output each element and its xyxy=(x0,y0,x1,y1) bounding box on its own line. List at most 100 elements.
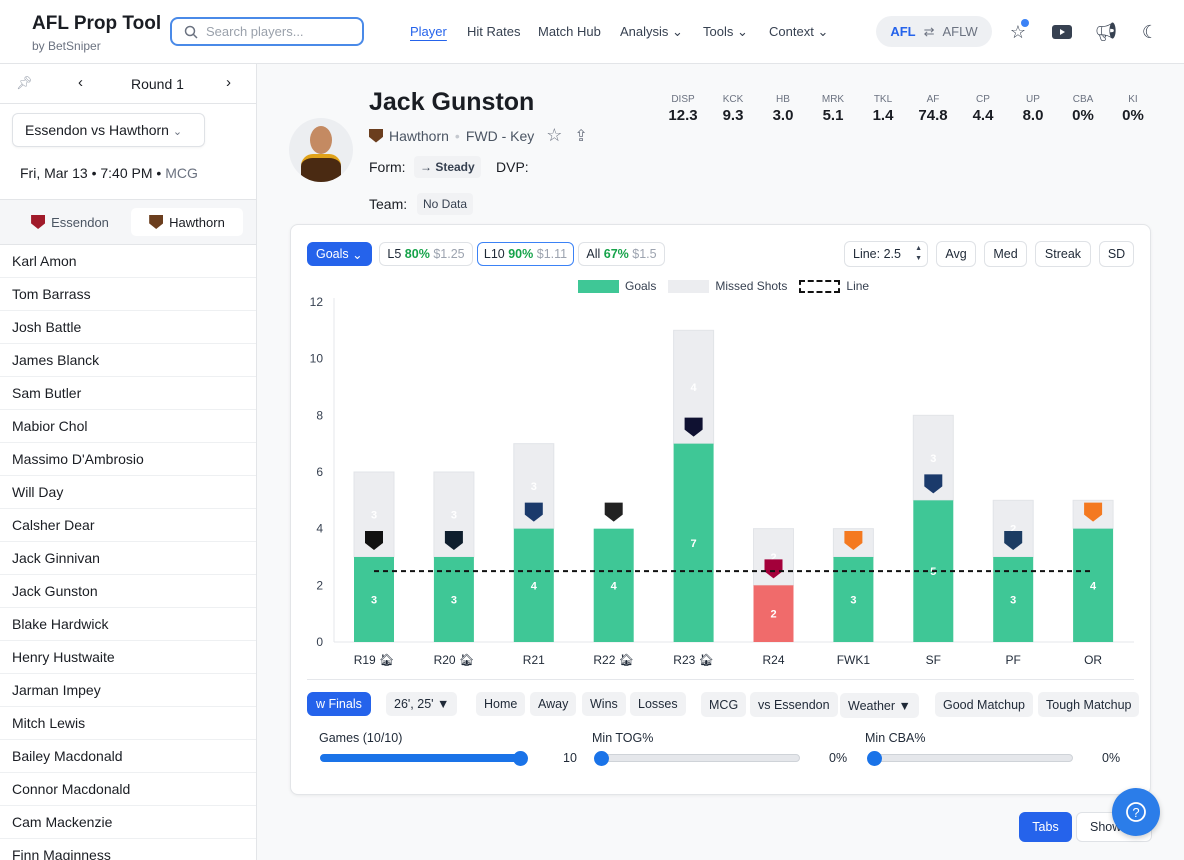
player-list-item[interactable]: Karl Amon xyxy=(0,245,256,278)
help-button[interactable]: ? xyxy=(1112,788,1160,836)
filter-losses[interactable]: Losses xyxy=(630,692,686,716)
match-date: Fri, Mar 13 • 7:40 PM • xyxy=(20,165,162,181)
goals-bar[interactable] xyxy=(513,528,554,642)
player-list-item[interactable]: James Blanck xyxy=(0,344,256,377)
cba-slider-thumb[interactable] xyxy=(867,751,882,766)
tab-essendon[interactable]: Essendon xyxy=(14,208,126,236)
svg-text:?: ? xyxy=(1132,805,1139,820)
missed-shots-label: 2 xyxy=(1010,524,1016,536)
streak-button[interactable]: Streak xyxy=(1035,241,1091,267)
line-stepper[interactable]: Line: 2.5 ▲ ▼ xyxy=(844,241,928,267)
cba-slider[interactable] xyxy=(867,751,1073,766)
hit-rate-l5[interactable]: L5 80% $1.25 xyxy=(379,242,473,266)
player-list-item[interactable]: Bailey Macdonald xyxy=(0,740,256,773)
median-button[interactable]: Med xyxy=(984,241,1027,267)
megaphone-icon[interactable]: 📢︎ xyxy=(1094,21,1118,42)
goals-label: 4 xyxy=(1090,580,1097,592)
player-list-item[interactable]: Jack Ginnivan xyxy=(0,542,256,575)
prev-round-button[interactable]: ‹ xyxy=(78,74,83,91)
player-team: Hawthorn xyxy=(389,127,449,144)
goals-bar[interactable] xyxy=(753,585,794,642)
player-list-item[interactable]: Connor Macdonald xyxy=(0,773,256,806)
tab-hawthorn[interactable]: Hawthorn xyxy=(131,208,243,236)
league-toggle[interactable]: AFL ⇄ AFLW xyxy=(876,16,992,47)
filter-tough-matchup[interactable]: Tough Matchup xyxy=(1038,692,1140,717)
with-finals-toggle[interactable]: w Finals xyxy=(307,692,371,716)
player-list-item[interactable]: Josh Battle xyxy=(0,311,256,344)
player-list-item[interactable]: Calsher Dear xyxy=(0,509,256,542)
avg-button[interactable]: Avg xyxy=(936,241,976,267)
match-select[interactable]: Essendon vs Hawthorn ⌄ xyxy=(12,113,205,147)
weather-select[interactable]: Weather ▼ xyxy=(840,693,919,718)
games-slider-thumb[interactable] xyxy=(513,751,528,766)
goals-bar-chart: 0 2 4 6 8 10 12 3 3 R19 🏠︎ 3 3 R20 🏠︎ 3 4 R21 4 R22 🏠︎ 4 7 R… xyxy=(310,295,1134,667)
player-list-item[interactable]: Jarman Impey xyxy=(0,674,256,707)
player-list-item[interactable]: Blake Hardwick xyxy=(0,608,256,641)
search-icon xyxy=(184,25,198,39)
essendon-logo-icon xyxy=(31,215,46,229)
player-list-item[interactable]: Cam Mackenzie xyxy=(0,806,256,839)
player-avatar xyxy=(289,118,353,182)
y-tick-label: 8 xyxy=(316,408,323,422)
stat-cp: CP 4.4 xyxy=(961,94,1005,124)
next-round-button[interactable]: › xyxy=(226,74,231,91)
chevron-down-icon: ⌄ xyxy=(736,24,748,39)
seasons-select[interactable]: 26', 25' ▼ xyxy=(386,692,458,716)
filter-home[interactable]: Home xyxy=(476,692,526,716)
nav-hit-rates[interactable]: Hit Rates xyxy=(467,24,521,39)
round-label: Round 1 xyxy=(131,76,184,92)
missed-shots-label: 4 xyxy=(691,382,698,394)
search-input[interactable]: Search players... xyxy=(170,17,364,46)
player-list-item[interactable]: Sam Butler xyxy=(0,377,256,410)
sd-button[interactable]: SD xyxy=(1099,241,1134,267)
tog-slider[interactable] xyxy=(594,751,800,766)
player-list-item[interactable]: Will Day xyxy=(0,476,256,509)
games-value: 10 xyxy=(563,751,577,765)
nav-context-label: Context xyxy=(769,24,814,39)
nav-match-hub[interactable]: Match Hub xyxy=(538,24,601,39)
filter-wins[interactable]: Wins xyxy=(582,692,626,716)
player-list-item[interactable]: Tom Barrass xyxy=(0,278,256,311)
player-list-item[interactable]: Mabior Chol xyxy=(0,410,256,443)
y-tick-label: 4 xyxy=(316,522,323,536)
opponent-logo-icon xyxy=(684,417,703,437)
stat-value: 0% xyxy=(1122,107,1144,124)
youtube-icon[interactable] xyxy=(1052,22,1072,42)
filter-venue[interactable]: MCG xyxy=(701,692,747,717)
stepper-arrows-icon[interactable]: ▲ ▼ xyxy=(915,245,922,262)
player-list-item[interactable]: Massimo D'Ambrosio xyxy=(0,443,256,476)
filter-away[interactable]: Away xyxy=(530,692,577,716)
player-list-item[interactable]: Jack Gunston xyxy=(0,575,256,608)
goals-bar[interactable] xyxy=(1073,528,1114,642)
favorites-star-icon[interactable]: ☆ xyxy=(1008,19,1029,42)
player-name: Jack Gunston xyxy=(369,88,535,116)
y-tick-label: 10 xyxy=(310,352,324,366)
stat-select[interactable]: Goals ⌄ xyxy=(307,242,372,266)
x-tick-label: PF xyxy=(1006,653,1021,667)
nav-tools[interactable]: Tools ⌄ xyxy=(703,24,748,40)
favorite-star-icon[interactable]: ☆ xyxy=(546,125,563,145)
player-list-item[interactable]: Finn Maginness xyxy=(0,839,256,860)
tabs-button[interactable]: Tabs xyxy=(1019,812,1072,842)
dark-mode-moon-icon[interactable]: ☾ xyxy=(1141,21,1159,42)
tog-slider-thumb[interactable] xyxy=(594,751,609,766)
share-icon[interactable]: ⇪ xyxy=(574,127,588,145)
games-slider[interactable] xyxy=(320,751,528,766)
nav-player[interactable]: Player xyxy=(410,24,447,39)
hit-rate-all[interactable]: All 67% $1.5 xyxy=(578,242,665,266)
league-aflw[interactable]: AFLW xyxy=(942,24,978,39)
league-afl[interactable]: AFL xyxy=(890,24,916,39)
goals-bar[interactable] xyxy=(593,528,634,642)
nav-context[interactable]: Context ⌄ xyxy=(769,24,828,40)
nav-analysis[interactable]: Analysis ⌄ xyxy=(620,24,683,40)
pin-icon[interactable]: 📌︎ xyxy=(16,75,33,90)
filter-vs-opponent[interactable]: vs Essendon xyxy=(750,692,838,717)
player-list-item[interactable]: Mitch Lewis xyxy=(0,707,256,740)
team-tabs: Essendon Hawthorn xyxy=(0,199,256,245)
hit-rate-l10[interactable]: L10 90% $1.11 xyxy=(477,242,574,266)
filter-good-matchup[interactable]: Good Matchup xyxy=(935,692,1033,717)
app-title[interactable]: AFL Prop Tool xyxy=(32,13,162,34)
goals-bar[interactable] xyxy=(673,443,714,642)
player-list-item[interactable]: Henry Hustwaite xyxy=(0,641,256,674)
stat-label: HB xyxy=(776,94,790,105)
